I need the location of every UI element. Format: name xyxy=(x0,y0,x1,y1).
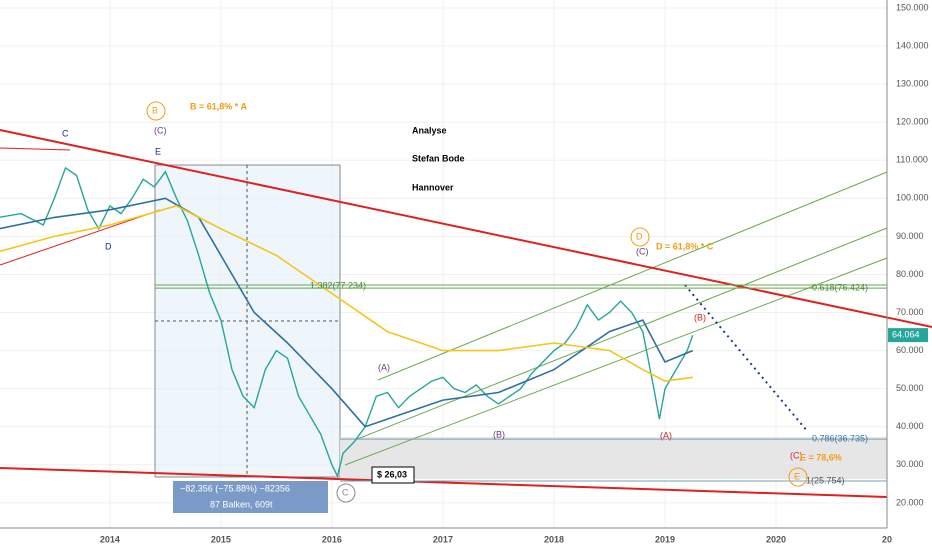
y-tick-label: 30.000 xyxy=(896,459,924,469)
trend-line xyxy=(0,147,71,151)
x-tick-label: 2015 xyxy=(211,534,231,544)
wave-circle xyxy=(788,467,808,487)
y-tick-label: 150.000 xyxy=(896,2,929,12)
y-tick-label: 50.000 xyxy=(896,383,924,393)
annotation: D xyxy=(636,231,643,241)
price-line xyxy=(0,205,693,382)
annotation: B xyxy=(152,105,158,115)
annotation: 87 Balken, 609t xyxy=(210,499,273,509)
y-tick-label: 140.000 xyxy=(896,40,929,50)
wave-circle xyxy=(630,227,650,247)
annotation: E = 78,6% xyxy=(800,452,842,462)
x-tick-label: 20 xyxy=(882,534,892,544)
y-tick-label: 20.000 xyxy=(896,497,924,507)
annotation: E xyxy=(794,471,800,481)
annotation: Analyse xyxy=(412,125,447,135)
y-tick-label: 130.000 xyxy=(896,79,929,89)
x-tick-label: 2017 xyxy=(433,534,453,544)
annotation: (C) xyxy=(790,450,803,460)
annotation: (C) xyxy=(154,125,167,135)
pitchfork xyxy=(344,171,888,466)
y-tick-label: 110.000 xyxy=(896,155,928,165)
annotation: −82.356 (−75.88%) −82356 xyxy=(180,483,290,493)
y-tick-label: 40.000 xyxy=(896,421,924,431)
annotation: (B) xyxy=(694,312,706,322)
fib-zone xyxy=(340,437,887,479)
y-tick-label: 120.000 xyxy=(896,117,929,127)
trend-line xyxy=(0,467,888,498)
annotation: D = 61,8% * C xyxy=(656,241,714,251)
annotation: (A) xyxy=(660,430,672,440)
annotation: D xyxy=(105,241,112,251)
annotation: C xyxy=(342,487,349,497)
annotation: $ 26,03 xyxy=(377,469,407,479)
projection xyxy=(684,284,809,433)
y-tick-label: 90.000 xyxy=(896,231,924,241)
price-line xyxy=(0,166,694,479)
annotation: C xyxy=(62,128,69,138)
x-tick-label: 2018 xyxy=(544,534,564,544)
y-tick-label: 80.000 xyxy=(896,269,924,279)
wave-circle xyxy=(146,101,166,121)
x-tick-label: 2016 xyxy=(322,534,342,544)
fib-label: 0.786(36.735) xyxy=(812,433,868,443)
y-tick-label: 70.000 xyxy=(896,307,924,317)
trend-line xyxy=(0,209,161,266)
price-tag xyxy=(371,466,415,484)
annotation: E xyxy=(155,146,161,156)
fib-label: 1(25.754) xyxy=(806,475,845,485)
annotation: B = 61,8% * A xyxy=(190,101,247,111)
trend-line xyxy=(0,129,932,328)
wave-circle xyxy=(336,483,356,503)
y-tick-label: 100.000 xyxy=(896,193,929,203)
x-tick-label: 2019 xyxy=(655,534,675,544)
annotation: (A) xyxy=(378,362,390,372)
last-price-box xyxy=(888,328,928,343)
annotation: (C) xyxy=(636,246,649,256)
x-tick-label: 2014 xyxy=(100,534,120,544)
annotation: (B) xyxy=(493,429,505,439)
fib-label: 1.382(77.234) xyxy=(310,280,366,290)
x-tick-label: 2020 xyxy=(766,534,786,544)
last-price-label: 64.064 xyxy=(892,330,920,340)
fib-label: 0.618(76.424) xyxy=(812,282,868,292)
price-line xyxy=(0,197,694,428)
annotation: Hannover xyxy=(412,182,454,192)
y-tick-label: 60.000 xyxy=(896,345,924,355)
measure-tag xyxy=(173,481,328,513)
annotation: Stefan Bode xyxy=(412,153,465,163)
